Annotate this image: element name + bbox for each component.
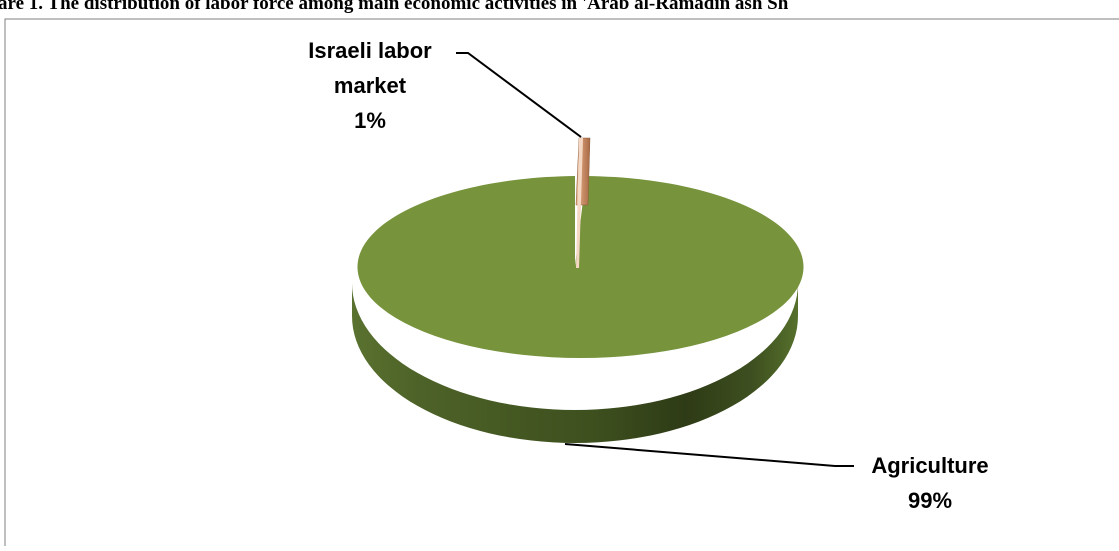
pie-slice-israeli-labor-market-top xyxy=(576,138,583,268)
label-israeli-labor-market-percent: 1% xyxy=(354,108,386,133)
leader-line-israeli-labor-market xyxy=(456,52,582,138)
chart-frame xyxy=(4,18,1119,551)
label-israeli-labor-market-line2: market xyxy=(334,73,407,98)
label-agriculture-percent: 99% xyxy=(908,488,952,513)
pie-slice-agriculture xyxy=(357,176,804,358)
pie-side-agriculture xyxy=(352,283,798,443)
label-israeli-labor-market-line1: Israeli labor xyxy=(308,38,432,63)
chart-title: are 1. The distribution of labor force a… xyxy=(0,0,789,14)
label-agriculture-name: Agriculture xyxy=(871,453,988,478)
leader-line-agriculture xyxy=(564,443,854,467)
